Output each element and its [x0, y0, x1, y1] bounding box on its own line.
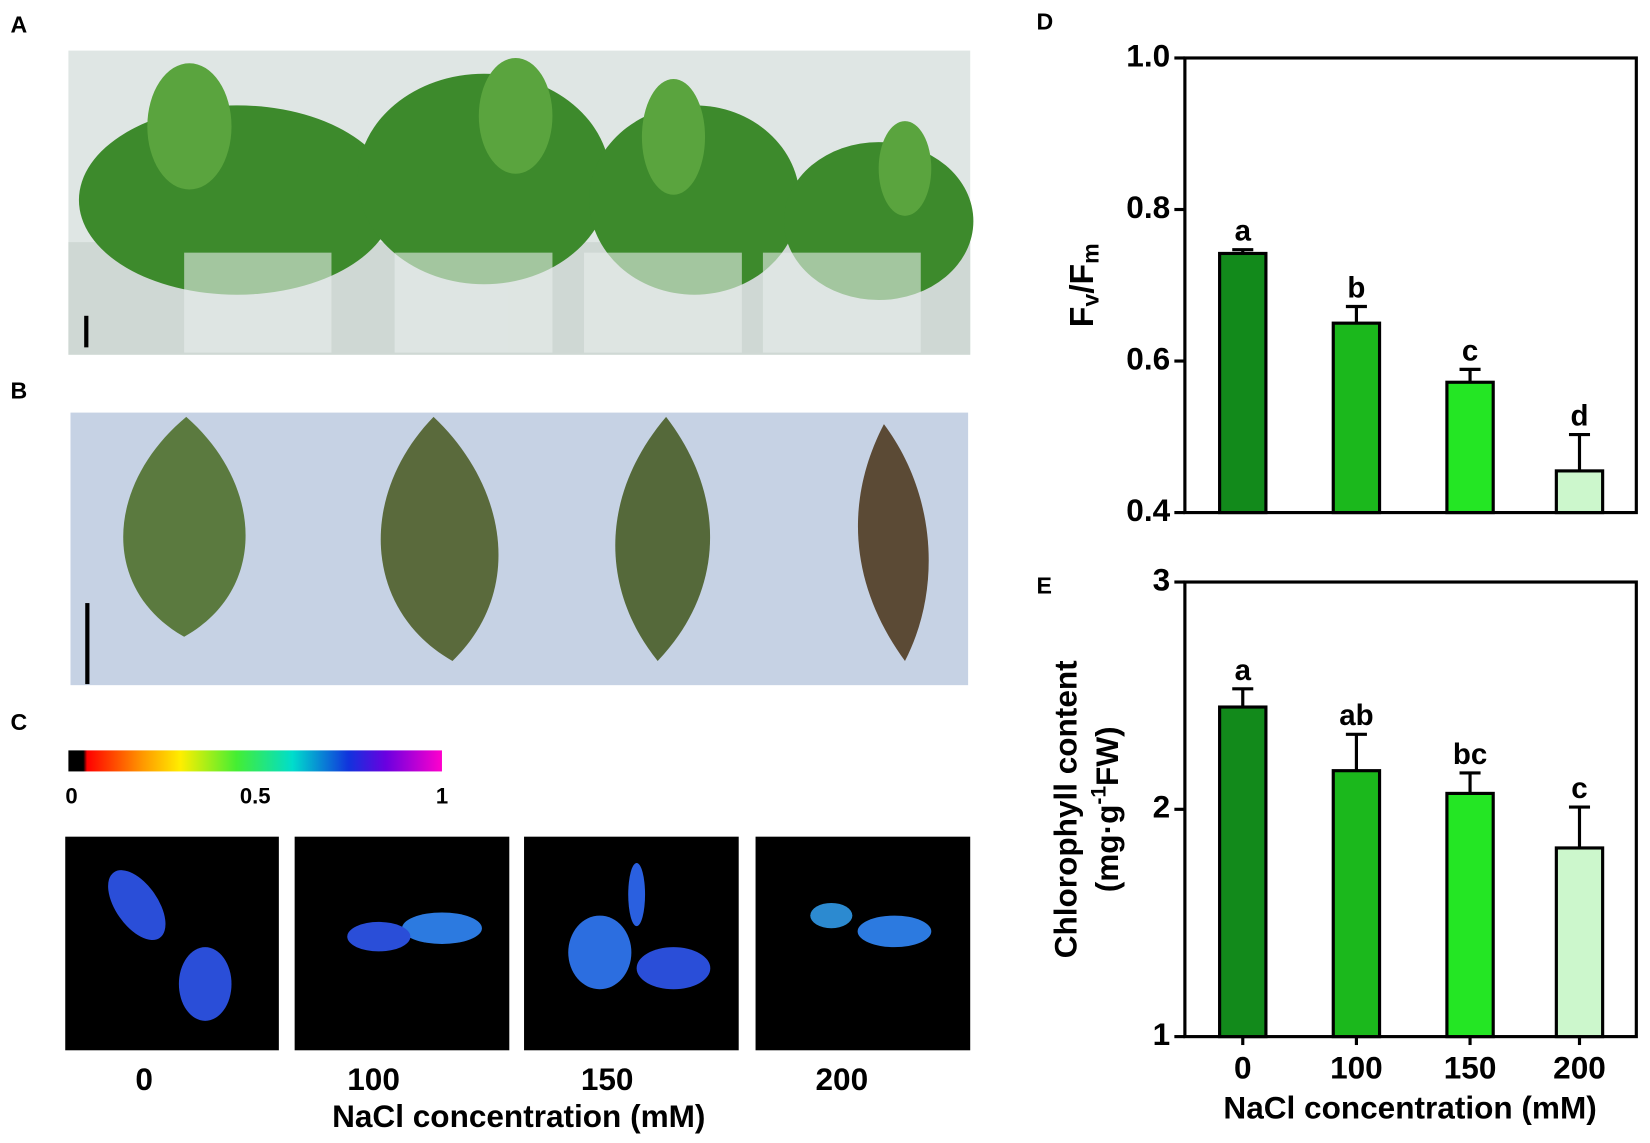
annotation: a	[1235, 215, 1252, 248]
y-axis-label-part: (mg·g	[1090, 805, 1126, 893]
annotation: a	[1235, 654, 1252, 687]
y-tick-label: 1.0	[1126, 37, 1170, 73]
y-tick-label: 1	[1153, 1016, 1171, 1052]
colorbar-tick-label: 1	[436, 784, 448, 809]
bar	[1445, 380, 1495, 515]
y-axis-label: Fv/Fm	[1064, 243, 1104, 327]
y-axis-label-part: m	[1077, 243, 1103, 264]
annotation: bc	[1453, 738, 1487, 771]
x-tick-label: 0	[1234, 1050, 1252, 1086]
x-axis-label: NaCl concentration (mM)	[332, 1098, 705, 1134]
photo-b	[70, 412, 969, 686]
y-tick-label: 2	[1153, 789, 1171, 825]
y-axis-label: (mg·g-1FW)	[1087, 726, 1125, 892]
y-axis-label: Chlorophyll content	[1047, 660, 1083, 958]
annotation: b	[1347, 271, 1365, 304]
panel-label: B	[11, 378, 28, 404]
bar	[1554, 469, 1605, 515]
fluorescence-images	[65, 836, 971, 1051]
panel-label: C	[11, 709, 28, 735]
x-tick-label: 100	[1330, 1050, 1383, 1086]
bar	[1331, 769, 1382, 1039]
treatment-label: 150	[581, 1061, 634, 1097]
bar	[1554, 846, 1605, 1039]
y-tick-label: 0.8	[1126, 189, 1170, 225]
y-axis-label-part: /F	[1064, 264, 1101, 294]
panel-label: E	[1037, 572, 1052, 598]
x-axis-label: NaCl concentration (mM)	[1223, 1090, 1596, 1126]
plot-frame	[1183, 56, 1638, 515]
treatment-label: 100	[347, 1061, 400, 1097]
y-axis-label-part: F	[1064, 307, 1101, 328]
x-tick-label: 150	[1444, 1050, 1497, 1086]
treatment-label: 0	[135, 1061, 153, 1097]
treatment-label: 200	[816, 1061, 869, 1097]
colorbar-tick-label: 0.5	[240, 784, 271, 809]
colorbar-tick-label: 0	[65, 784, 77, 809]
y-axis-label-part: v	[1077, 294, 1103, 307]
panel-label: A	[11, 12, 28, 38]
bar	[1331, 321, 1382, 515]
annotation: d	[1570, 399, 1588, 432]
annotation: ab	[1339, 699, 1373, 732]
y-tick-label: 0.6	[1126, 340, 1170, 376]
bar	[1445, 791, 1495, 1039]
photo-a	[68, 50, 974, 355]
annotation: c	[1462, 334, 1478, 367]
y-tick-label: 0.4	[1126, 492, 1170, 528]
y-tick-label: 3	[1153, 561, 1171, 597]
y-axis-label-part: -1	[1087, 786, 1110, 805]
panel-label: D	[1037, 8, 1054, 34]
bar	[1218, 705, 1268, 1039]
bar	[1218, 251, 1268, 515]
colorbar	[68, 750, 442, 772]
x-tick-label: 200	[1553, 1050, 1606, 1086]
annotation: c	[1571, 772, 1587, 805]
y-axis-label-part: FW)	[1090, 726, 1126, 786]
